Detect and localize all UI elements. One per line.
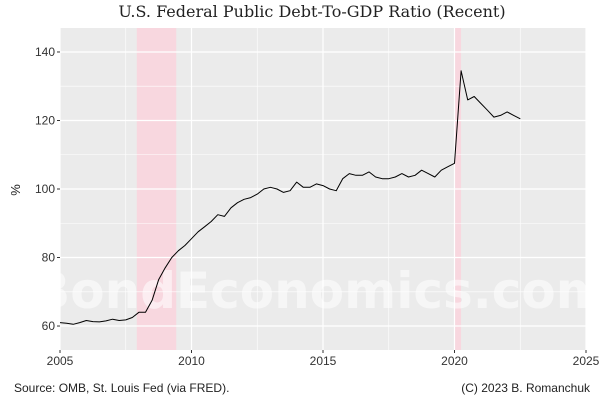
x-tick-label-3: 2020 — [441, 354, 468, 368]
grid-lines — [59, 28, 587, 350]
series-line-0 — [59, 70, 521, 325]
axis-ticks: 60 80 100 120 140 2005 2010 2015 2020 2025 — [35, 45, 600, 368]
source-note: Source: OMB, St. Louis Fed (via FRED). — [14, 381, 229, 395]
x-tick-label-0: 2005 — [47, 354, 74, 368]
copyright-note: (C) 2023 B. Romanchuk — [461, 381, 591, 395]
y-axis-label: % — [8, 184, 23, 196]
y-tick-label-0: 60 — [42, 319, 56, 333]
x-tick-label-2: 2015 — [310, 354, 337, 368]
x-tick-label-4: 2025 — [573, 354, 600, 368]
watermark-text: BondEconomics.com — [32, 262, 600, 320]
y-tick-label-3: 120 — [35, 113, 55, 127]
chart-title: U.S. Federal Public Debt-To-GDP Ratio (R… — [118, 2, 505, 21]
x-tick-label-1: 2010 — [178, 354, 205, 368]
series-layer — [59, 70, 521, 325]
y-tick-label-2: 100 — [35, 182, 55, 196]
y-tick-label-1: 80 — [42, 251, 56, 265]
y-tick-label-4: 140 — [35, 45, 55, 59]
